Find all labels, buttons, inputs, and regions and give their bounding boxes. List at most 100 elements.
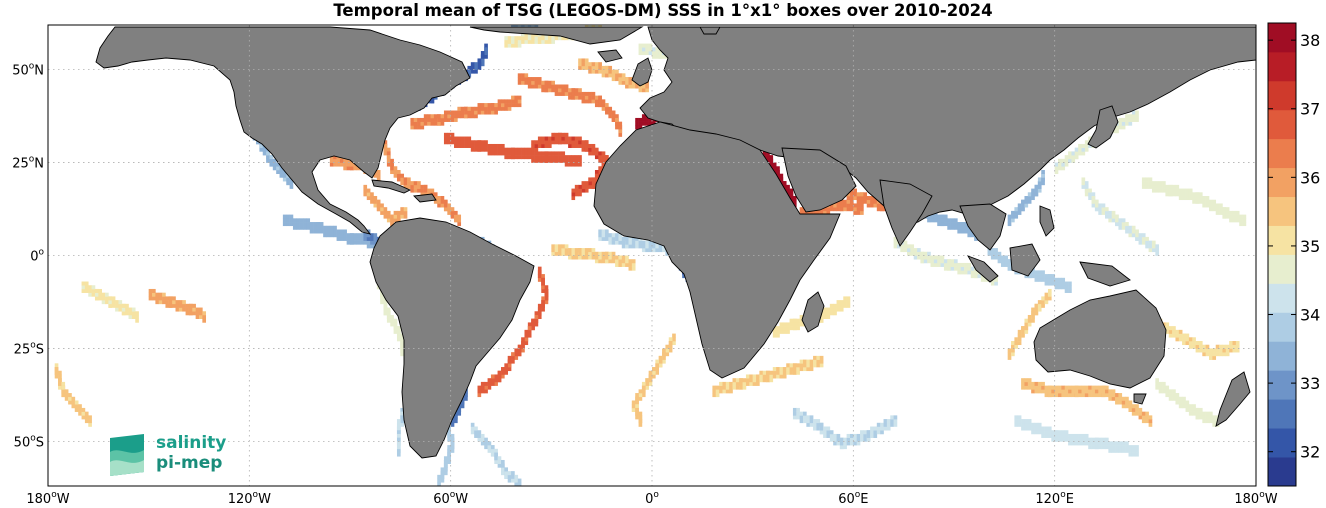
sss-box: [524, 147, 529, 152]
sss-box: [1121, 222, 1126, 227]
sss-box: [954, 266, 958, 271]
sss-box: [1011, 352, 1015, 357]
sss-box: [531, 140, 535, 145]
sss-box: [443, 136, 448, 141]
sss-box: [514, 478, 519, 483]
sss-box: [1031, 270, 1035, 275]
sss-box: [514, 482, 519, 486]
sss-box: [796, 318, 800, 323]
sss-box: [1011, 214, 1015, 219]
sss-box: [846, 303, 851, 308]
sss-box: [393, 318, 398, 323]
sss-box: [856, 433, 861, 438]
sss-box: [333, 225, 337, 230]
sss-box: [450, 422, 455, 427]
sss-box: [400, 214, 404, 219]
sss-box: [1162, 184, 1166, 189]
sss-box: [957, 270, 962, 275]
sss-box: [1031, 192, 1035, 197]
sss-box: [1061, 158, 1066, 163]
sss-box: [168, 300, 173, 305]
sss-box: [484, 147, 488, 152]
sss-box: [756, 374, 760, 379]
sss-box: [947, 222, 951, 227]
sss-box: [1054, 169, 1059, 175]
sss-box: [1021, 199, 1025, 204]
sss-box: [524, 151, 529, 156]
sss-box: [1121, 445, 1126, 450]
sss-box: [1175, 192, 1180, 197]
sss-box: [957, 229, 962, 234]
sss-box: [1024, 385, 1029, 390]
sss-box: [819, 363, 824, 368]
sss-box: [1021, 381, 1025, 386]
sss-box: [839, 307, 844, 312]
sss-box: [799, 363, 804, 368]
sss-box: [652, 51, 656, 56]
sss-box: [101, 292, 106, 297]
sss-box: [836, 307, 841, 312]
sss-box: [860, 433, 864, 438]
sss-box: [1074, 441, 1079, 446]
sss-box: [1094, 393, 1099, 398]
colorbar-tick-label: 36: [1300, 168, 1320, 187]
sss-box: [1068, 385, 1072, 390]
sss-box: [400, 207, 404, 212]
sss-box: [437, 478, 441, 483]
sss-track: [1007, 288, 1052, 360]
sss-box: [454, 114, 458, 119]
sss-box: [464, 140, 468, 145]
sss-box: [856, 203, 861, 208]
sss-box: [1084, 437, 1089, 442]
sss-box: [1034, 430, 1039, 435]
sss-box: [792, 415, 797, 420]
sss-box: [289, 222, 294, 227]
sss-box: [1044, 274, 1049, 279]
sss-box: [843, 207, 847, 212]
sss-box: [527, 155, 532, 160]
sss-box: [779, 374, 784, 379]
sss-box: [1162, 188, 1166, 193]
sss-box: [517, 147, 522, 152]
sss-box: [645, 47, 649, 52]
sss-box: [534, 140, 539, 145]
sss-box: [262, 147, 267, 152]
sss-box: [541, 300, 545, 305]
sss-box: [410, 121, 415, 126]
sss-box: [954, 222, 958, 227]
sss-box: [658, 359, 663, 364]
sss-box: [1131, 404, 1136, 409]
sss-box: [487, 385, 492, 390]
sss-box: [819, 314, 824, 320]
sss-box: [111, 300, 116, 305]
sss-box: [58, 385, 62, 390]
sss-box: [457, 222, 462, 227]
sss-box: [1118, 218, 1123, 223]
sss-box: [588, 151, 592, 156]
sss-box: [71, 404, 76, 409]
sss-box: [1007, 222, 1012, 227]
sss-box: [853, 437, 857, 442]
sss-box: [890, 422, 894, 427]
sss-box: [799, 411, 804, 416]
sss-box: [1034, 192, 1039, 197]
sss-box: [1054, 437, 1059, 442]
sss-box: [447, 426, 451, 431]
sss-box: [819, 359, 824, 364]
sss-box: [574, 88, 579, 93]
sss-box: [480, 381, 485, 386]
sss-box: [594, 95, 599, 100]
sss-box: [1175, 400, 1180, 405]
sss-box: [447, 437, 451, 442]
sss-box: [594, 147, 599, 152]
sss-box: [574, 140, 579, 145]
sss-box: [1148, 419, 1153, 424]
sss-box: [786, 188, 790, 193]
sss-box: [417, 181, 421, 186]
sss-box: [1031, 381, 1035, 386]
sss-box: [571, 88, 576, 93]
sss-box: [1105, 210, 1109, 215]
sss-box: [990, 255, 995, 260]
sss-box: [477, 389, 482, 394]
sss-box: [111, 296, 116, 301]
